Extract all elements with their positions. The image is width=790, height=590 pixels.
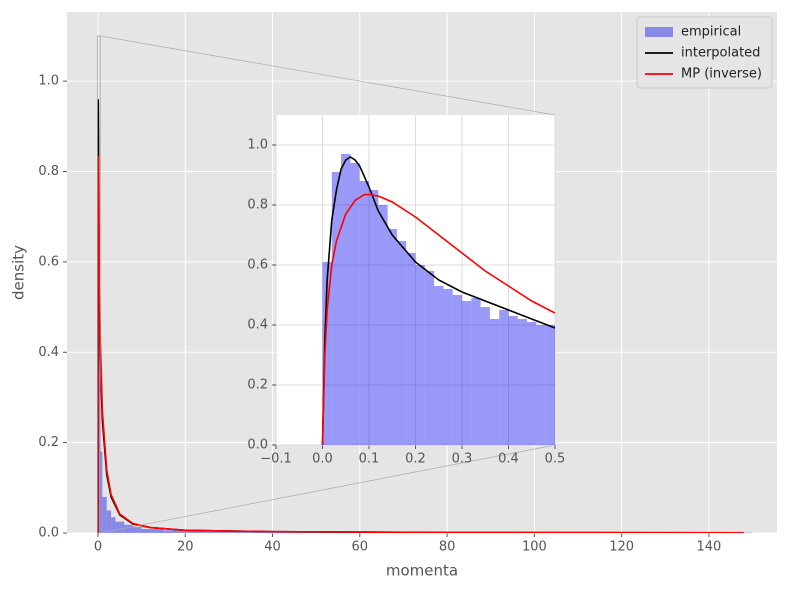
hist-bar [132, 527, 142, 533]
y-tick-label: 0.2 [38, 435, 59, 450]
zoom-connector [100, 444, 556, 534]
hist-bar [106, 510, 112, 533]
legend-label: MP (inverse) [681, 67, 762, 82]
hist-bar [141, 528, 164, 533]
hist-bar [517, 319, 528, 445]
hist-bar [387, 229, 397, 445]
hist-bar [545, 325, 555, 445]
hist-bar [124, 524, 133, 533]
hist-bar [185, 531, 229, 533]
hist-bar [322, 262, 332, 445]
hist-bar [102, 496, 107, 533]
hist-bar [406, 253, 416, 445]
hist-bar [359, 181, 369, 445]
x-tick-label: 0.4 [498, 452, 519, 467]
y-tick-label: 0.4 [38, 345, 59, 360]
hist-bar [499, 310, 509, 445]
x-tick-label: 140 [697, 540, 722, 555]
zoom-connector [100, 35, 556, 116]
y-axis-label: density [10, 245, 28, 300]
y-tick-label: 0.6 [38, 254, 59, 269]
hist-bar [536, 325, 546, 445]
line-series [321, 156, 555, 445]
x-tick-label: 120 [609, 540, 634, 555]
hist-bar [443, 289, 453, 445]
hist-bar [341, 154, 351, 445]
hist-bar [452, 295, 462, 445]
hist-bar [100, 451, 103, 533]
x-tick-label: 80 [439, 540, 456, 555]
hist-bar [350, 163, 360, 445]
x-tick-label: 0 [94, 540, 102, 555]
hist-bar [527, 322, 537, 445]
x-tick-label: 40 [264, 540, 281, 555]
y-tick-label: 1.0 [38, 74, 59, 89]
hist-bar [462, 301, 472, 445]
hist-bar [378, 205, 388, 445]
y-tick-label: 0.8 [38, 164, 59, 179]
y-tick-label: 0.8 [247, 198, 268, 213]
plot-marks [97, 99, 753, 533]
hist-bar [508, 316, 518, 445]
hist-bar [415, 265, 425, 445]
y-tick-label: 0.0 [247, 438, 268, 453]
x-tick-label: 20 [177, 540, 194, 555]
hist-bar [480, 307, 490, 445]
line-series [97, 155, 744, 533]
legend-label: interpolated [681, 46, 760, 61]
hist-bar [228, 531, 273, 533]
hist-bar [424, 271, 435, 445]
legend-label: empirical [681, 25, 741, 40]
hist-bar [97, 261, 101, 533]
y-tick-label: 1.0 [247, 138, 268, 153]
hist-bar [369, 190, 379, 445]
x-tick-label: −0.1 [260, 452, 292, 467]
hist-bar [434, 286, 444, 445]
y-tick-label: 0.6 [247, 258, 268, 273]
x-tick-label: 0.3 [452, 452, 473, 467]
hist-bar [471, 298, 481, 445]
x-tick-label: 0.5 [545, 452, 566, 467]
x-axis-label: momenta [386, 562, 458, 580]
x-tick-label: 0.1 [359, 452, 380, 467]
hist-bar [331, 172, 342, 445]
y-tick-label: 0.2 [247, 378, 268, 393]
zoom-box [97, 35, 101, 534]
legend-box [636, 16, 773, 89]
hist-bar [489, 319, 500, 445]
x-tick-label: 100 [522, 540, 547, 555]
hist-bar [111, 517, 116, 533]
hist-bar [396, 241, 407, 445]
legend-swatch [645, 27, 673, 37]
y-tick-label: 0.4 [247, 318, 268, 333]
y-tick-label: 0.0 [38, 526, 59, 541]
hist-bar [163, 530, 186, 533]
hist-bar [115, 521, 125, 533]
line-series [321, 193, 555, 445]
x-tick-label: 0.0 [312, 452, 333, 467]
x-tick-label: 0.2 [405, 452, 426, 467]
plot-marks [321, 154, 555, 445]
x-tick-label: 60 [352, 540, 369, 555]
